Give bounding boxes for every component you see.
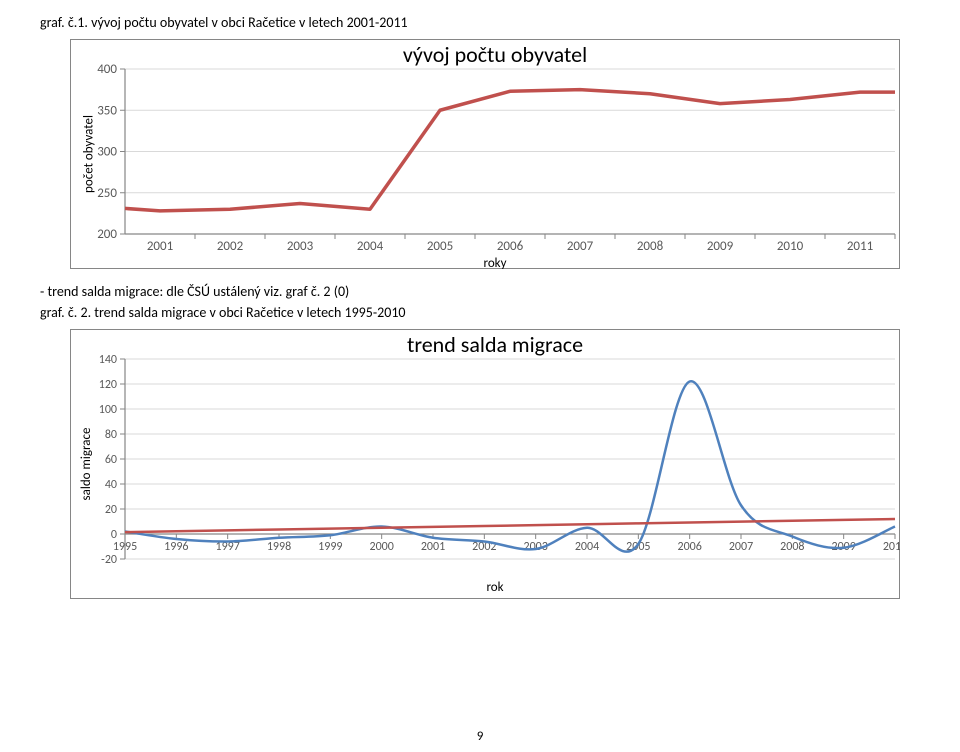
- svg-text:250: 250: [97, 186, 117, 201]
- bullet-text: - trend salda migrace: dle ČSÚ ustálený …: [40, 283, 920, 300]
- svg-text:20: 20: [105, 503, 117, 517]
- chart2-xlabel: rok: [486, 580, 503, 595]
- chart2-ylabel: saldo migrace: [79, 428, 94, 501]
- svg-text:2000: 2000: [370, 540, 394, 554]
- svg-text:60: 60: [105, 453, 117, 467]
- svg-text:2001: 2001: [147, 239, 173, 254]
- svg-text:400: 400: [97, 62, 117, 77]
- svg-text:2010: 2010: [883, 540, 900, 554]
- chart1-container: vývoj počtu obyvatel počet obyvatel 2002…: [70, 39, 920, 269]
- svg-text:40: 40: [105, 478, 117, 492]
- svg-text:2007: 2007: [567, 239, 594, 254]
- chart1-caption: graf. č.1. vývoj počtu obyvatel v obci R…: [40, 14, 920, 31]
- svg-text:2009: 2009: [707, 239, 734, 254]
- svg-text:2002: 2002: [217, 239, 244, 254]
- svg-text:1998: 1998: [267, 540, 291, 554]
- svg-text:1999: 1999: [318, 540, 342, 554]
- svg-text:140: 140: [99, 353, 117, 367]
- svg-text:300: 300: [97, 145, 117, 160]
- chart2-title: trend salda migrace: [407, 331, 583, 358]
- svg-text:2005: 2005: [427, 239, 453, 254]
- svg-text:2008: 2008: [637, 239, 664, 254]
- svg-text:2004: 2004: [357, 239, 384, 254]
- svg-text:350: 350: [97, 103, 117, 118]
- svg-text:100: 100: [99, 403, 117, 417]
- chart2-svg: -200204060801001201401995199619971998199…: [70, 329, 900, 599]
- svg-text:200: 200: [97, 227, 117, 242]
- svg-text:2004: 2004: [575, 540, 599, 554]
- chart1-title: vývoj počtu obyvatel: [403, 41, 587, 68]
- page-number: 9: [477, 729, 484, 744]
- chart2-caption: graf. č. 2. trend salda migrace v obci R…: [40, 304, 920, 321]
- chart2-container: trend salda migrace saldo migrace -20020…: [70, 329, 920, 599]
- chart1-ylabel: počet obyvatel: [81, 115, 96, 193]
- svg-text:2010: 2010: [777, 239, 804, 254]
- svg-text:2008: 2008: [780, 540, 804, 554]
- svg-text:2003: 2003: [287, 239, 314, 254]
- svg-text:80: 80: [105, 428, 117, 442]
- svg-text:2006: 2006: [497, 239, 524, 254]
- svg-text:2006: 2006: [678, 540, 702, 554]
- chart1-svg: 200 250 300 350 400 2001 2002 2003 2004 2005 2006 2…: [70, 39, 900, 269]
- chart1-xlabel: roky: [484, 256, 507, 271]
- svg-text:2001: 2001: [421, 540, 445, 554]
- svg-text:1996: 1996: [164, 540, 188, 554]
- svg-text:-20: -20: [101, 553, 117, 567]
- svg-text:120: 120: [99, 378, 117, 392]
- svg-text:2011: 2011: [847, 239, 873, 254]
- svg-text:2007: 2007: [729, 540, 753, 554]
